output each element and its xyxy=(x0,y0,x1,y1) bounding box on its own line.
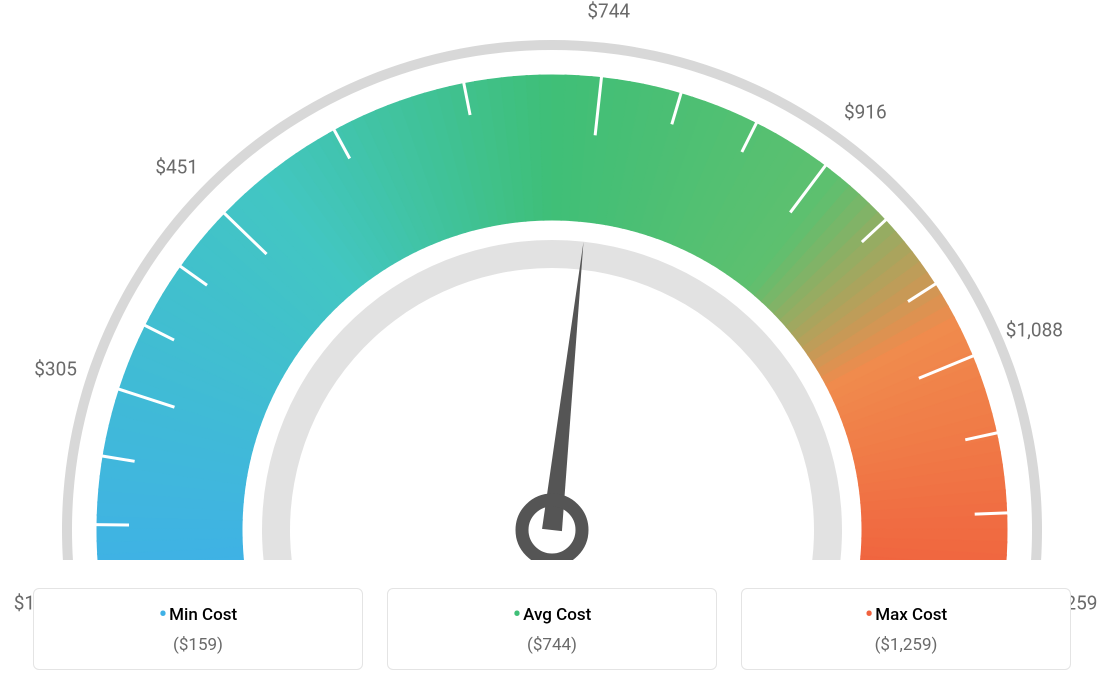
legend-title-max: • Max Cost xyxy=(865,605,947,625)
gauge-svg xyxy=(0,0,1104,560)
legend-value-avg: ($744) xyxy=(398,635,706,655)
legend-card-min: • Min Cost ($159) xyxy=(33,588,363,670)
gauge-chart: $159$305$451$744$916$1,088$1,259 xyxy=(0,0,1104,560)
legend-label: Min Cost xyxy=(169,605,237,625)
gauge-tick-label: $305 xyxy=(34,357,77,380)
legend-card-max: • Max Cost ($1,259) xyxy=(741,588,1071,670)
gauge-tick-label: $451 xyxy=(155,156,198,179)
gauge-tick-label: $916 xyxy=(844,101,887,124)
legend-title-avg: • Avg Cost xyxy=(513,605,592,625)
legend-title-min: • Min Cost xyxy=(159,605,237,625)
legend-value-min: ($159) xyxy=(44,635,352,655)
legend-value-max: ($1,259) xyxy=(752,635,1060,655)
gauge-tick-label: $744 xyxy=(587,0,630,23)
legend-row: • Min Cost ($159) • Avg Cost ($744) • Ma… xyxy=(0,588,1104,670)
legend-label: Avg Cost xyxy=(523,605,591,625)
legend-card-avg: • Avg Cost ($744) xyxy=(387,588,717,670)
gauge-tick-label: $1,088 xyxy=(1006,319,1063,342)
legend-label: Max Cost xyxy=(875,605,947,625)
